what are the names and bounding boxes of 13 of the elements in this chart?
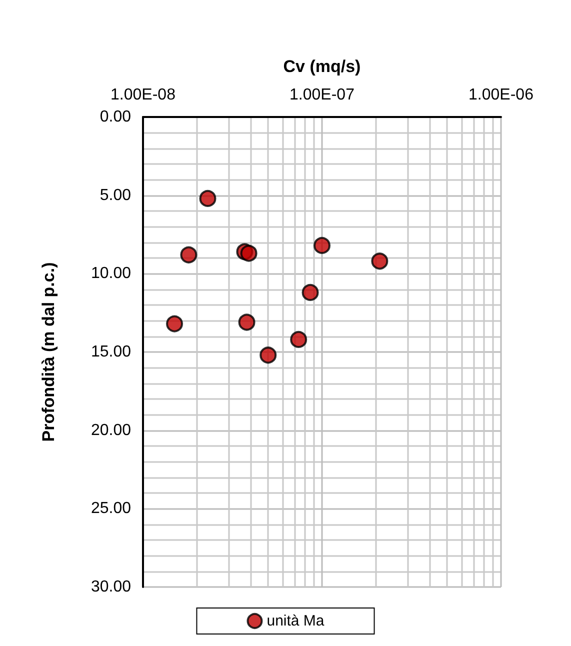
x-tick-label: 1.00E-07 — [290, 86, 355, 104]
x-tick-label: 1.00E-06 — [468, 86, 534, 104]
x-axis-title: Cv (mq/s) — [283, 57, 361, 76]
y-tick-label: 10.00 — [90, 265, 132, 282]
y-tick-label: 5.00 — [100, 186, 132, 204]
legend-label: unità Ma — [266, 612, 325, 630]
y-tick-label: 25.00 — [90, 500, 132, 518]
y-tick-label: 30.00 — [90, 578, 132, 596]
y-tick-label: 15.00 — [90, 344, 132, 360]
y-tick-label: 0.00 — [100, 108, 132, 126]
y-tick-label: 20.00 — [90, 422, 132, 439]
x-tick-label: 1.00E-08 — [110, 86, 176, 104]
y-axis-title: Profondità (m dal p.c.) — [39, 262, 58, 442]
